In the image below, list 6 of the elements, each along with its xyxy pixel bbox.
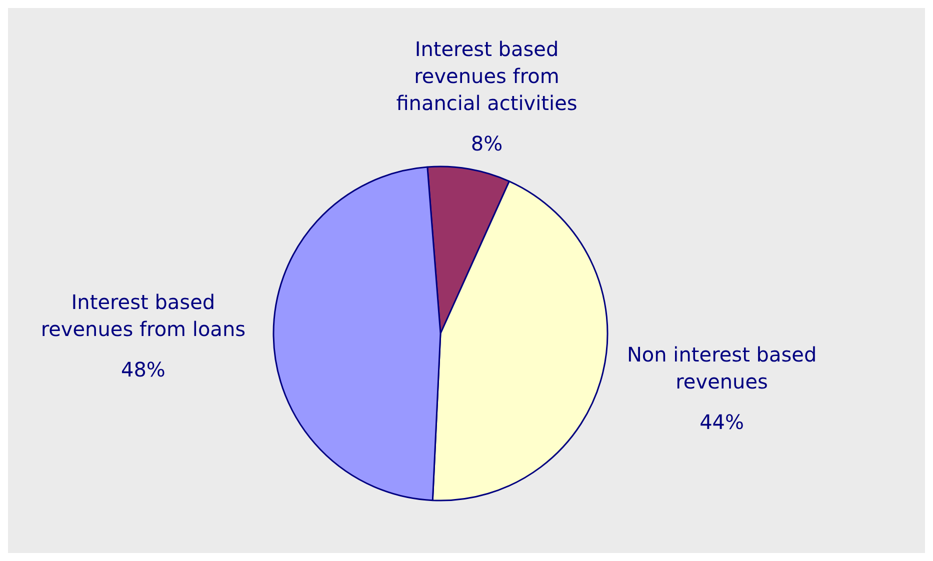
slice-label: Interest based revenues from loans (40, 290, 246, 341)
data-label: 8% (470, 131, 503, 156)
data-label: 48% (120, 357, 166, 382)
data-label: 44% (700, 410, 744, 434)
slice-label: Interest based revenues from financial activities (396, 36, 578, 115)
slice-label: Non interest based revenues (626, 342, 817, 394)
